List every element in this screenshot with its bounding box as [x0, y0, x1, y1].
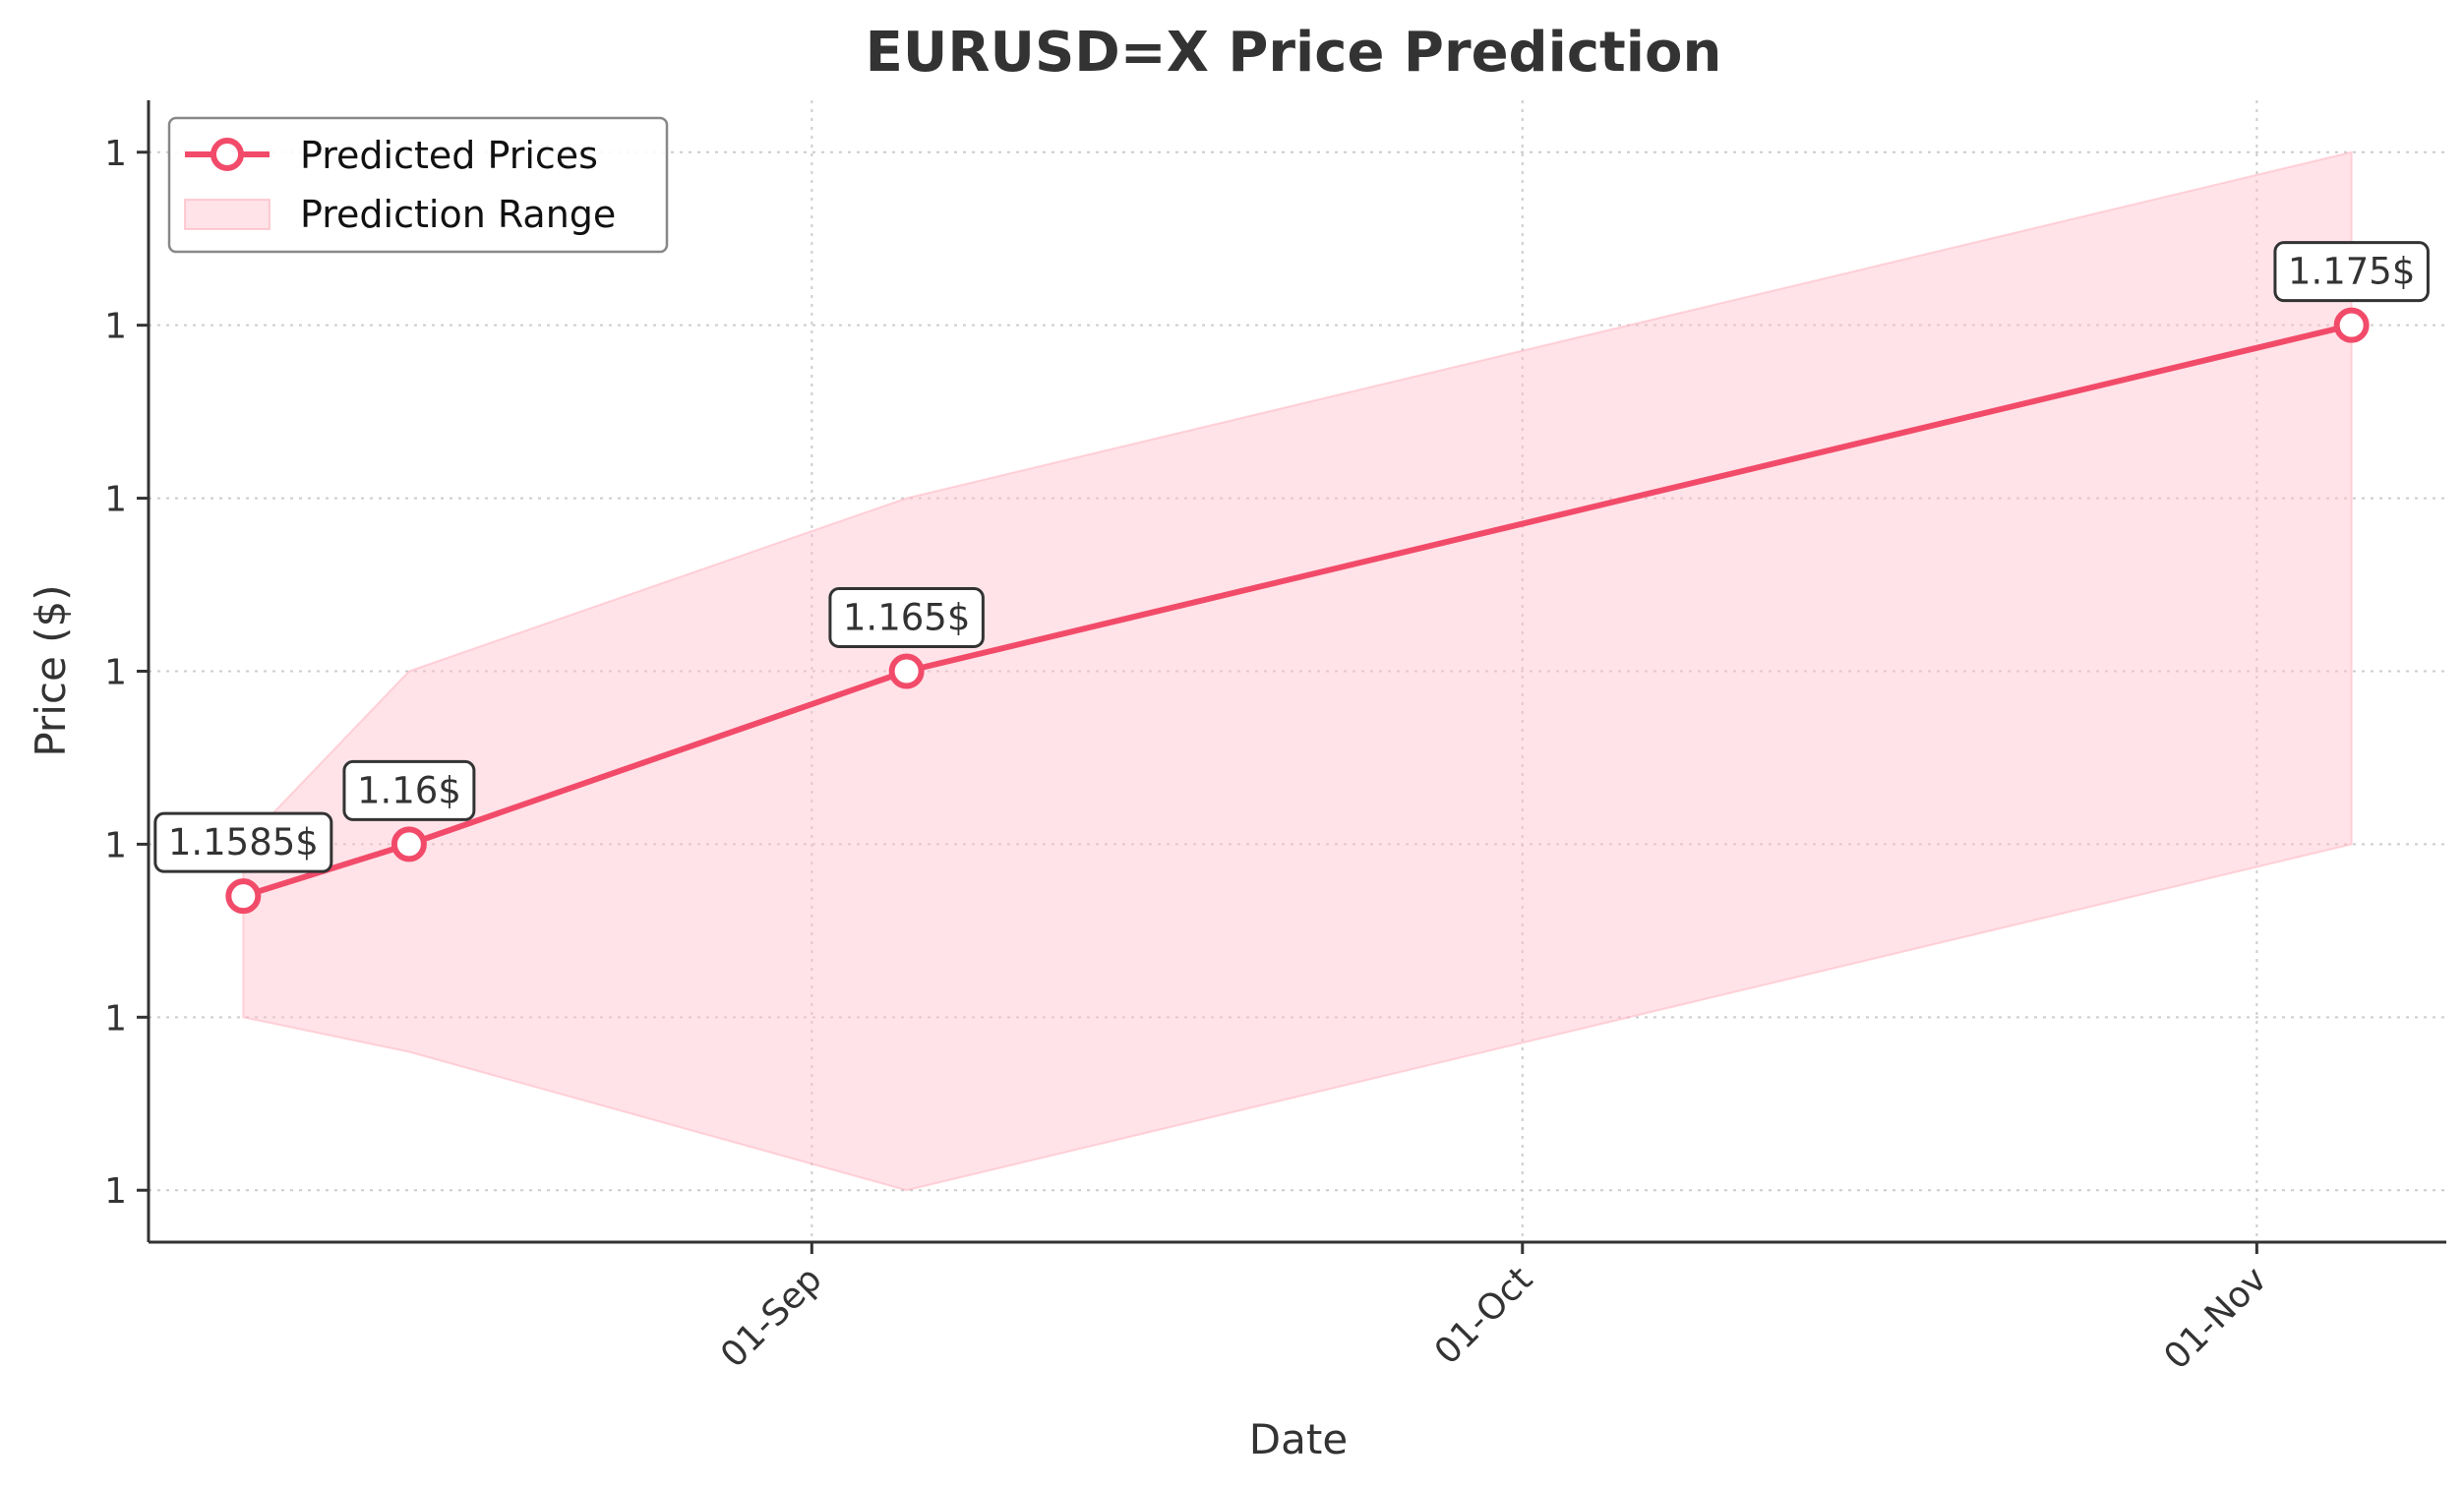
legend: Predicted Prices Prediction Range	[167, 116, 669, 254]
prediction-range-band	[242, 150, 2353, 1192]
chart-title: EURUSD=X Price Prediction	[866, 21, 1722, 85]
annotation-label: 1.165$	[843, 597, 970, 639]
price-annotation: 1.175$	[2273, 241, 2430, 303]
annotation-label: 1.16$	[357, 769, 461, 811]
legend-label-range: Prediction Range	[300, 193, 616, 236]
y-tick-label: 1	[104, 825, 127, 865]
x-axis-label: Date	[1249, 1415, 1348, 1463]
legend-range-swatch	[184, 199, 270, 230]
y-axis-ticks: 1 1 1 1 1 1 1	[104, 134, 149, 1212]
annotation-label: 1.175$	[2288, 251, 2415, 293]
predicted-price-point	[2333, 307, 2370, 343]
annotation-label: 1.1585$	[168, 821, 319, 863]
predicted-price-point	[391, 826, 427, 863]
annotation-box	[342, 759, 476, 821]
predicted-price-point	[225, 878, 262, 915]
annotation-box	[153, 811, 333, 873]
y-axis-label: Price ($)	[27, 584, 75, 756]
prediction-range-area	[242, 150, 2353, 1192]
y-tick-label: 1	[104, 480, 127, 520]
x-tick-label: 01-Sep	[713, 1259, 830, 1376]
x-tick-label: 01-Nov	[2156, 1259, 2274, 1377]
y-tick-label: 1	[104, 134, 127, 174]
x-tick-label: 01-Oct	[1427, 1259, 1540, 1372]
y-tick-label: 1	[104, 653, 127, 693]
annotation-box	[828, 587, 985, 648]
legend-box	[167, 116, 669, 254]
price-annotations: 1.1585$ 1.16$ 1.165$ 1.175$	[153, 241, 2430, 873]
price-annotation: 1.165$	[828, 587, 985, 648]
annotation-box	[2273, 241, 2430, 303]
price-annotation: 1.1585$	[153, 811, 333, 873]
y-tick-label: 1	[104, 307, 127, 347]
predicted-price-point	[888, 653, 925, 689]
price-annotation: 1.16$	[342, 759, 476, 821]
legend-marker-swatch	[210, 138, 244, 171]
y-tick-label: 1	[104, 1171, 127, 1212]
legend-label-predicted: Predicted Prices	[300, 134, 598, 177]
x-axis-ticks: 01-Sep 01-Oct 01-Nov	[713, 1242, 2275, 1378]
y-tick-label: 1	[104, 998, 127, 1039]
